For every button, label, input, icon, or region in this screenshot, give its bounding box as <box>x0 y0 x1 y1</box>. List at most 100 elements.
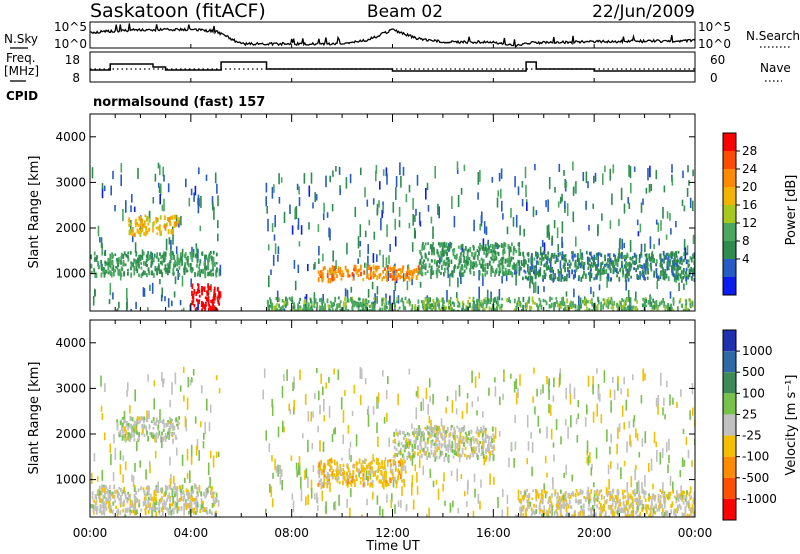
power-region-cell <box>160 269 163 275</box>
power-region-cell <box>512 256 514 260</box>
velocity-echo-cell <box>493 435 495 443</box>
power-region-cell <box>431 252 433 256</box>
power-echo-cell <box>157 162 160 169</box>
power-echo-cell <box>482 274 484 287</box>
power-region-cell <box>203 261 206 267</box>
power-region-cell <box>213 289 216 294</box>
power-region-cell <box>184 262 186 266</box>
velocity-region-cell <box>596 497 599 502</box>
power-echo-cell <box>382 169 385 176</box>
velocity-region-cell <box>352 464 354 469</box>
velocity-echo-cell <box>159 409 161 421</box>
velocity-echo-cell <box>209 450 212 459</box>
power-region-cell <box>305 306 307 311</box>
power-echo-cell <box>501 259 504 271</box>
power-echo-cell <box>669 291 672 299</box>
power-region-cell <box>339 303 341 309</box>
power-region-cell <box>336 274 338 278</box>
power-region-cell <box>476 309 479 311</box>
velocity-region-cell <box>188 493 191 499</box>
velocity-region-cell <box>525 514 528 517</box>
velocity-echo-cell <box>186 472 189 480</box>
velocity-region-cell <box>318 473 321 479</box>
velocity-region-cell <box>116 421 119 427</box>
power-region-cell <box>370 266 372 272</box>
power-region-cell <box>178 273 181 277</box>
power-region-cell <box>385 270 388 276</box>
power-region-cell <box>216 267 218 273</box>
velocity-echo-cell <box>548 403 550 414</box>
power-region-cell <box>392 275 395 281</box>
velocity-region-cell <box>155 500 158 506</box>
velocity-region-cell <box>200 491 202 496</box>
power-region-cell <box>207 307 210 311</box>
velocity-region-cell <box>424 426 427 430</box>
power-region-cell <box>333 276 336 281</box>
power-region-cell <box>569 305 572 310</box>
power-echo-cell <box>609 168 612 181</box>
power-region-cell <box>440 255 443 261</box>
power-region-cell <box>319 306 322 310</box>
power-region-cell <box>204 254 206 260</box>
power-region-cell <box>613 265 615 271</box>
power-region-cell <box>472 244 475 248</box>
velocity-region-cell <box>681 494 683 500</box>
velocity-region-cell <box>193 507 196 511</box>
velocity-echo-cell <box>322 441 325 452</box>
velocity-region-cell <box>583 509 585 513</box>
power-region-cell <box>618 276 621 282</box>
velocity-region-cell <box>664 499 667 504</box>
velocity-region-cell <box>436 443 439 449</box>
power-region-cell <box>130 261 133 265</box>
power-echo-cell <box>543 242 546 255</box>
power-region-cell <box>176 256 179 262</box>
power-echo-cell <box>175 214 178 224</box>
power-region-cell <box>606 301 608 307</box>
power-region-cell <box>664 269 667 273</box>
velocity-region-cell <box>445 452 447 457</box>
power-echo-cell <box>191 246 193 255</box>
power-region-cell <box>105 269 108 274</box>
velocity-region-cell <box>381 483 384 488</box>
power-region-cell <box>480 263 482 269</box>
velocity-region-cell <box>393 439 396 443</box>
power-echo-cell <box>185 178 187 188</box>
velocity-region-cell <box>402 430 404 435</box>
power-region-cell <box>542 298 545 303</box>
velocity-region-cell <box>589 499 592 504</box>
power-region-cell <box>513 265 516 270</box>
velocity-region-cell <box>425 427 428 432</box>
velocity-region-cell <box>162 511 164 516</box>
power-region-cell <box>502 272 505 277</box>
velocity-region-cell <box>177 499 179 503</box>
power-echo-cell <box>218 268 221 277</box>
velocity-region-cell <box>447 448 450 453</box>
velocity-echo-cell <box>304 470 306 480</box>
power-region-cell <box>127 272 129 276</box>
velocity-echo-cell <box>444 500 446 506</box>
velocity-region-cell <box>650 505 653 509</box>
power-region-cell <box>660 260 662 266</box>
power-echo-cell <box>411 276 413 286</box>
velocity-region-cell <box>103 506 106 511</box>
velocity-echo-cell <box>174 372 177 385</box>
power-region-cell <box>651 309 654 311</box>
power-region-cell <box>353 301 356 307</box>
velocity-region-cell <box>649 509 652 515</box>
velocity-region-cell <box>427 440 429 444</box>
power-region-cell <box>522 251 524 257</box>
velocity-echo-cell <box>559 373 561 385</box>
power-region-cell <box>630 309 633 311</box>
velocity-region-cell <box>622 500 625 506</box>
velocity-echo-cell <box>432 393 434 405</box>
velocity-region-cell <box>321 471 324 476</box>
power-region-cell <box>138 255 140 258</box>
power-region-cell <box>432 298 435 302</box>
velocity-echo-cell <box>548 380 550 393</box>
velocity-region-cell <box>401 479 403 483</box>
power-echo-cell <box>531 276 534 285</box>
power-region-cell <box>420 252 422 256</box>
power-region-cell <box>170 255 173 260</box>
power-region-cell <box>347 274 349 278</box>
velocity-echo-cell <box>269 483 271 493</box>
